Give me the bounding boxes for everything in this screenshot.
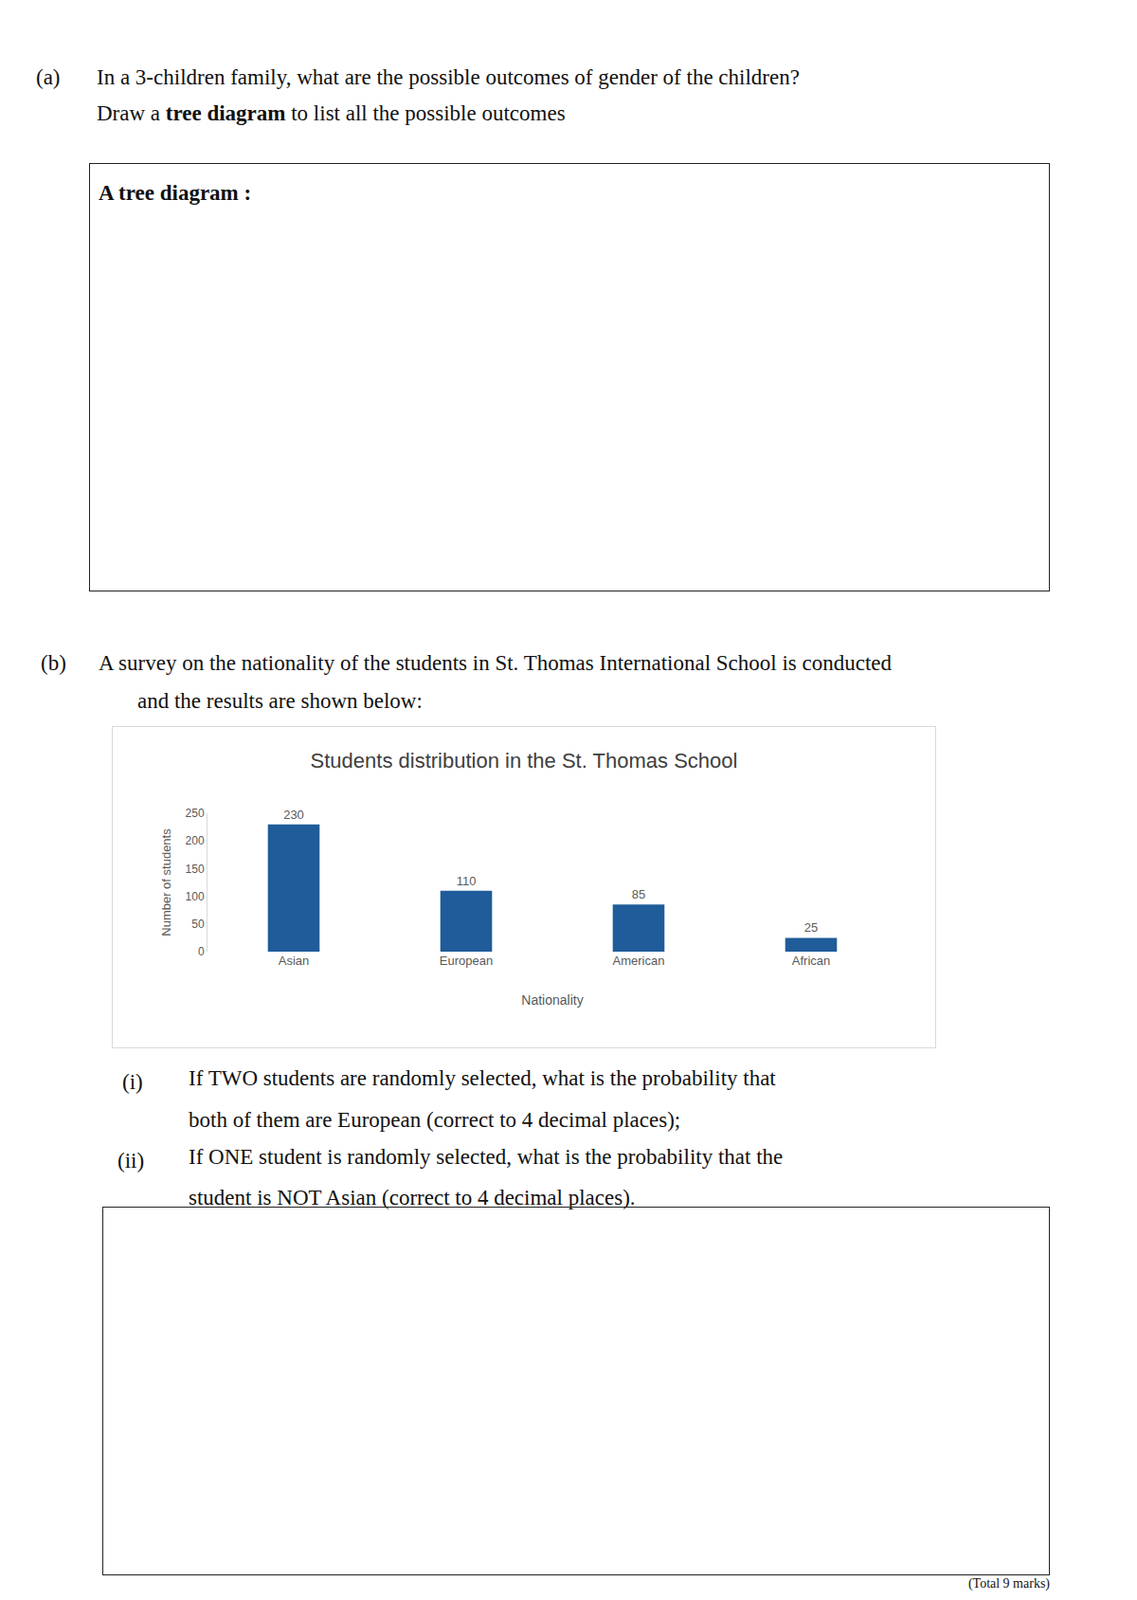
html-text:(a): (a) bbox=[36, 65, 61, 90]
svg-text:110: 110 bbox=[456, 873, 477, 888]
svg-text:250: 250 bbox=[185, 806, 205, 820]
html-text:student is NOT Asian (correct: student is NOT Asian (correct to 4 decim… bbox=[188, 1185, 636, 1210]
svg-text:100: 100 bbox=[185, 889, 205, 903]
html-text:and the results are shown belo: and the results are shown below: bbox=[137, 688, 423, 713]
html-text:If ONE student is randomly sel: If ONE student is randomly selected, wha… bbox=[188, 1144, 783, 1169]
svg-text:American: American bbox=[613, 953, 666, 968]
html-text:both of them are European (cor: both of them are European (correct to 4 … bbox=[188, 1107, 681, 1132]
svg-text:Number of students: Number of students bbox=[159, 828, 174, 937]
svg-text:Nationality: Nationality bbox=[521, 992, 583, 1008]
html-text:(ii): (ii) bbox=[117, 1148, 145, 1173]
html-text:A survey on the nationality of: A survey on the nationality of the stude… bbox=[98, 650, 892, 675]
svg-text:150: 150 bbox=[185, 862, 205, 876]
html-text:If TWO students are randomly s: If TWO students are randomly selected, w… bbox=[188, 1065, 776, 1090]
svg-text:European: European bbox=[439, 953, 493, 968]
svg-text:85: 85 bbox=[631, 886, 646, 902]
svg-text:0: 0 bbox=[198, 944, 205, 958]
svg-text:Asian: Asian bbox=[278, 953, 310, 968]
svg-text:200: 200 bbox=[185, 833, 205, 848]
html-text:(b): (b) bbox=[40, 650, 67, 675]
html-text:Draw a tree diagram to list al: Draw a tree diagram to list all the poss… bbox=[96, 101, 566, 126]
svg-text:25: 25 bbox=[804, 920, 818, 935]
svg-text:Students distribution in the S: Students distribution in the St. Thomas … bbox=[310, 748, 739, 773]
svg-text:African: African bbox=[792, 953, 831, 968]
html-text:(i): (i) bbox=[122, 1069, 143, 1094]
html-text:(Total 9 marks): (Total 9 marks) bbox=[968, 1575, 1050, 1590]
svg-text:230: 230 bbox=[283, 807, 305, 822]
html-text:A tree diagram :: A tree diagram : bbox=[98, 180, 252, 205]
html-text:In a 3-children family, what a: In a 3-children family, what are the pos… bbox=[96, 65, 800, 90]
svg-text:50: 50 bbox=[191, 917, 205, 931]
